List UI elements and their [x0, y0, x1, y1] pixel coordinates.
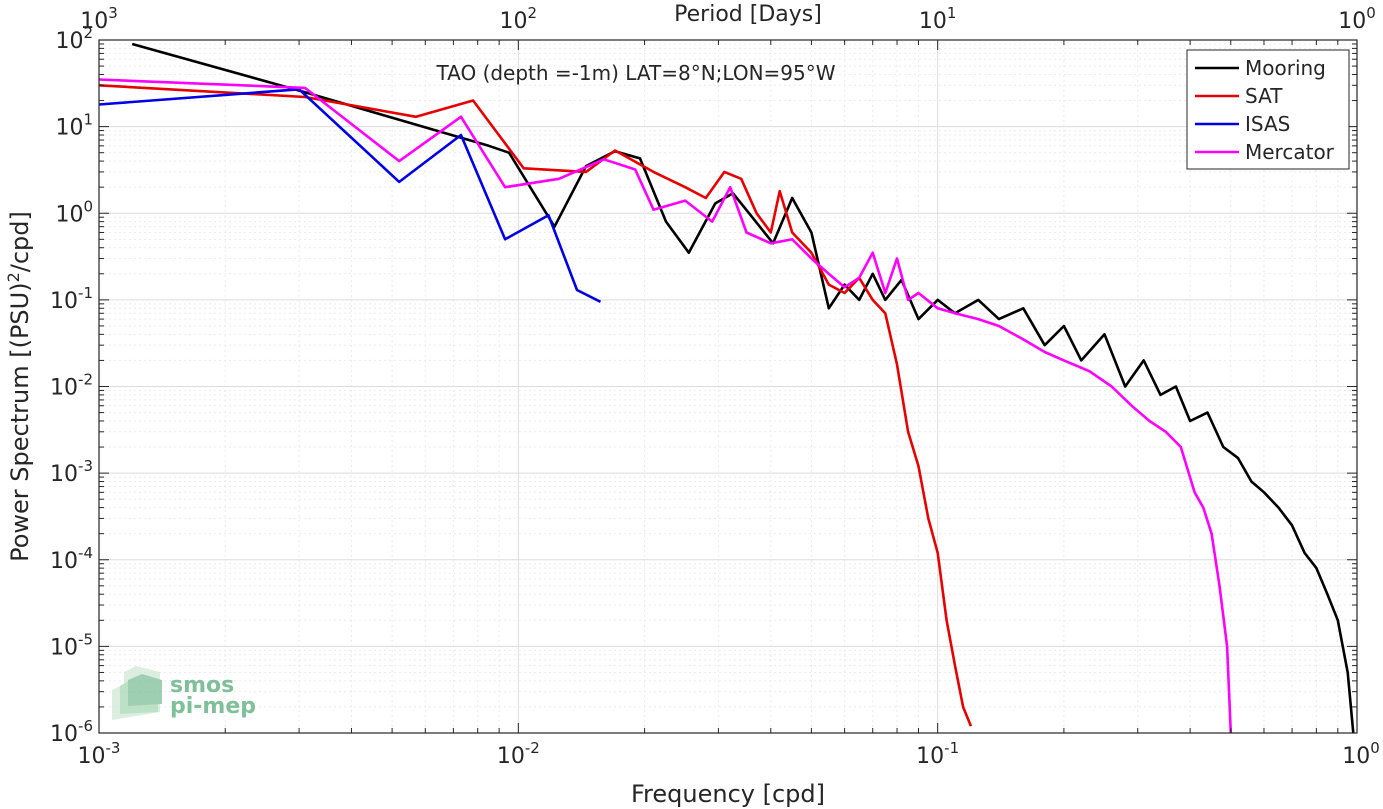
y-tick-label: 10-6: [50, 717, 93, 747]
series-line-isas: [98, 88, 602, 303]
legend-box: [1186, 49, 1350, 170]
y-tick-label: 10-2: [50, 371, 93, 401]
series-line-sat: [98, 84, 973, 727]
grid: [98, 40, 1357, 734]
x-tick-label: 10-2: [497, 739, 540, 769]
y-axis-label-tail: /cpd]: [6, 211, 34, 272]
y-tick-label: 10-1: [50, 284, 93, 314]
y-axis-label-sup: 2: [4, 272, 23, 282]
y-tick-label: 102: [55, 24, 93, 54]
series-line-mooring: [131, 42, 1355, 734]
legend-label-mooring: Mooring: [1245, 56, 1326, 80]
logo-text-pi-mep: pi-mep: [170, 694, 256, 719]
series-line-mercator: [98, 78, 1233, 734]
legend: Mooring SAT ISAS Mercator: [1186, 49, 1350, 170]
top-tick-label: 103: [80, 4, 118, 34]
top-axis-label: Period [Days]: [674, 2, 822, 27]
logo-mark-icon: [112, 666, 162, 720]
chart-annotation: TAO (depth =-1m) LAT=8°N;LON=95°W: [435, 61, 835, 85]
y-axis-label-main: Power Spectrum [(PSU): [6, 282, 34, 561]
x-tick-label: 100: [1342, 739, 1380, 769]
top-tick-label: 100: [1338, 4, 1376, 34]
x-tick-label: 10-3: [78, 739, 121, 769]
y-tick-label: 10-3: [50, 457, 93, 487]
y-axis-label: Power Spectrum [(PSU)2/cpd]: [4, 211, 35, 562]
logo-text-smos: smos: [170, 673, 234, 698]
y-tick-label: 10-4: [50, 544, 93, 574]
legend-label-isas: ISAS: [1245, 112, 1290, 136]
y-tick-label: 100: [55, 197, 93, 227]
legend-label-sat: SAT: [1245, 84, 1283, 108]
y-tick-label: 10-5: [50, 630, 93, 660]
smos-pi-mep-logo: smos pi-mep: [112, 666, 256, 720]
tick-marks: [98, 39, 1358, 734]
top-tick-label: 101: [919, 4, 957, 34]
legend-label-mercator: Mercator: [1245, 140, 1335, 164]
top-tick-label: 102: [500, 4, 538, 34]
series-lines: [98, 42, 1355, 734]
x-axis-label: Frequency [cpd]: [631, 780, 825, 808]
y-tick-label: 101: [55, 111, 93, 141]
x-tick-label: 10-1: [916, 739, 959, 769]
